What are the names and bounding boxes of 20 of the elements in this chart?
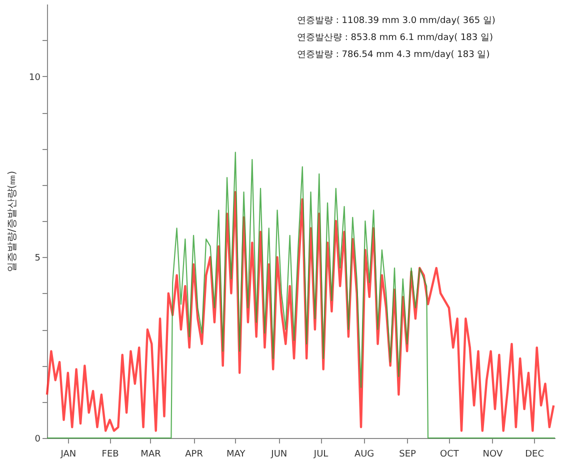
line-series bbox=[46, 190, 555, 432]
annotation: 연증발량 : 1108.39 mm 3.0 mm/day( 365 일) bbox=[297, 16, 496, 26]
x-tick-label: APR bbox=[185, 450, 203, 460]
x-tick-label: JAN bbox=[60, 450, 76, 460]
y-tick-label: 0 bbox=[34, 434, 41, 444]
annotation: 연증발산량 : 853.8 mm 6.1 mm/day( 183 일) bbox=[297, 33, 493, 43]
y-tick-label: 5 bbox=[34, 254, 40, 264]
y-tick-label: 10 bbox=[29, 72, 41, 83]
x-tick-label: OCT bbox=[440, 450, 460, 460]
annotation: 연증발량 : 786.54 mm 4.3 mm/day( 183 일) bbox=[297, 50, 490, 60]
x-tick-label: MAR bbox=[140, 450, 161, 460]
x-tick-label: JUL bbox=[312, 450, 328, 460]
x-tick-label: AUG bbox=[354, 450, 374, 460]
x-tick-label: SEP bbox=[399, 450, 417, 460]
x-tick-label: DEC bbox=[525, 450, 544, 460]
x-tick-label: JUN bbox=[270, 450, 288, 460]
x-tick-label: NOV bbox=[482, 450, 504, 460]
x-tick-label: FEB bbox=[102, 450, 119, 460]
y-axis-title: 일증발량/증발산량(㎜) bbox=[7, 170, 18, 272]
x-tick-label: MAY bbox=[226, 450, 246, 460]
